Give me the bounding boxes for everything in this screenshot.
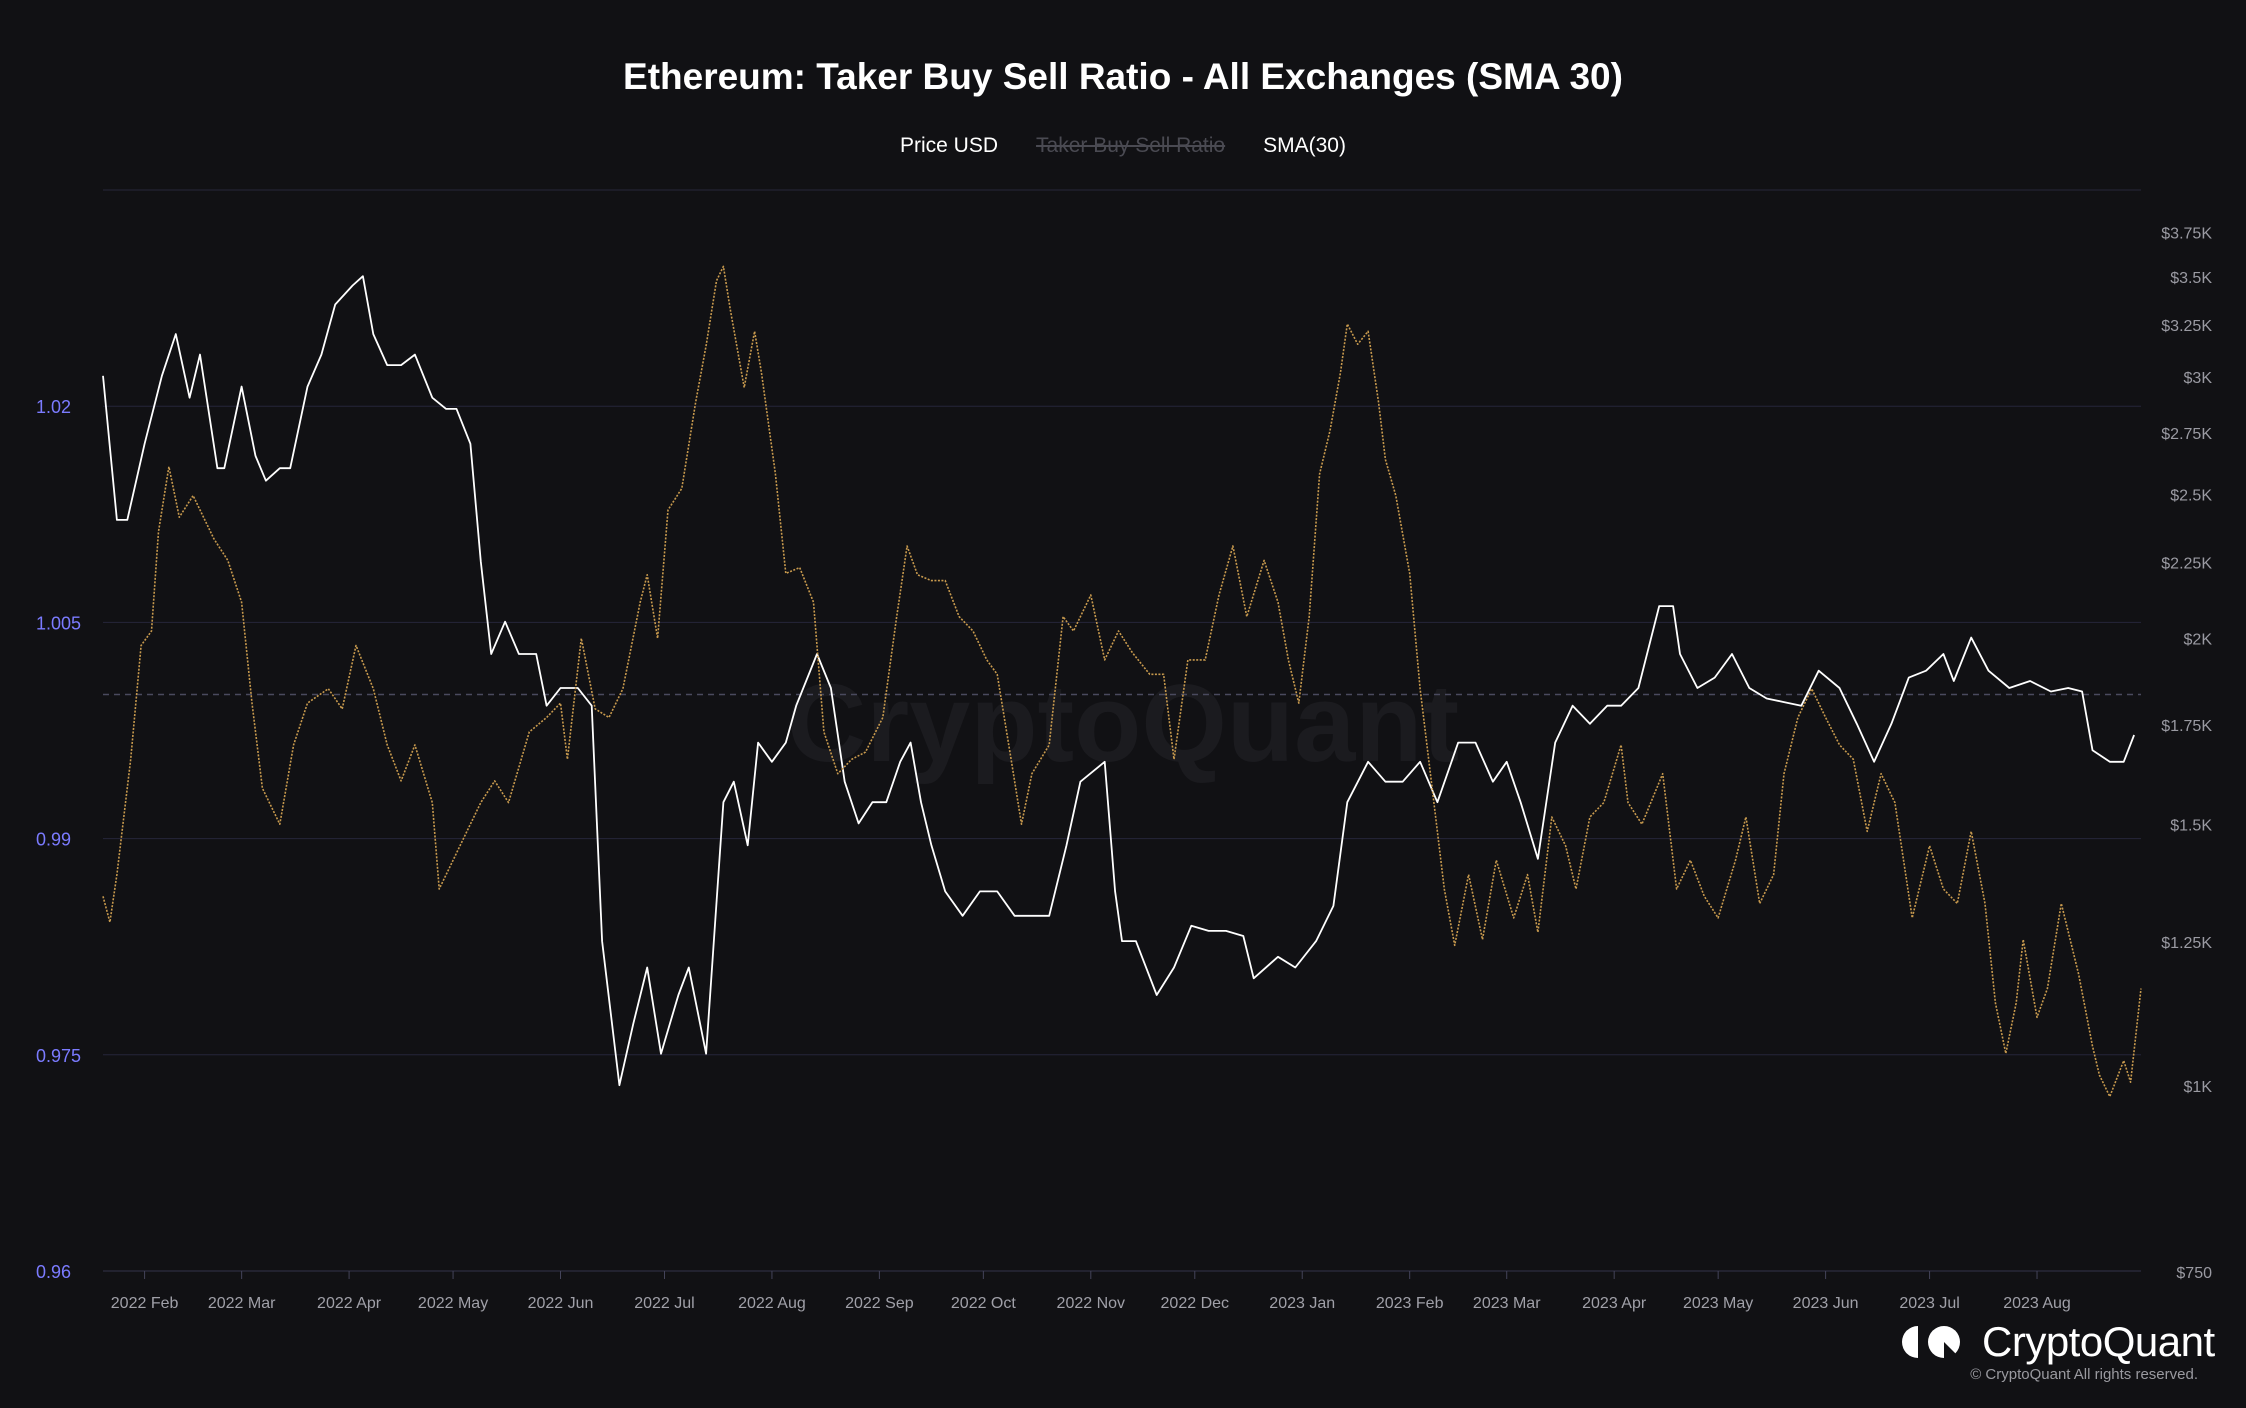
logo-text: CryptoQuant	[1982, 1318, 2215, 1365]
x-axis-tick-label: 2022 Dec	[1161, 1295, 1230, 1312]
x-axis-tick-label: 2022 Aug	[738, 1295, 806, 1312]
cryptoquant-logo: CryptoQuant	[1900, 1318, 2215, 1366]
x-axis-tick-label: 2023 Mar	[1473, 1295, 1541, 1312]
left-axis-tick-label: 1.005	[36, 613, 81, 633]
right-axis-tick-label: $3.75K	[2161, 226, 2212, 243]
x-axis-tick-label: 2022 Oct	[951, 1295, 1016, 1312]
cryptoquant-logo-icon	[1902, 1326, 1962, 1360]
right-axis-tick-label: $3.5K	[2170, 270, 2212, 287]
right-axis-tick-label: $2.75K	[2161, 426, 2212, 443]
left-axis-tick-label: 0.99	[36, 830, 71, 850]
x-axis-tick-label: 2023 Aug	[2003, 1295, 2071, 1312]
x-axis-tick-label: 2023 Apr	[1582, 1295, 1647, 1312]
right-axis-tick-label: $3K	[2184, 370, 2213, 387]
right-axis-tick-label: $750	[2176, 1265, 2212, 1282]
x-axis-tick-label: 2022 Apr	[317, 1295, 382, 1312]
chart-title: Ethereum: Taker Buy Sell Ratio - All Exc…	[623, 56, 1623, 97]
right-axis-tick-label: $1.75K	[2161, 718, 2212, 735]
x-axis-tick-label: 2022 Jul	[634, 1295, 695, 1312]
right-axis-tick-label: $3.25K	[2161, 318, 2212, 335]
left-axis-tick-label: 0.96	[36, 1262, 71, 1282]
x-axis-tick-label: 2022 Feb	[111, 1295, 179, 1312]
right-axis-tick-label: $1.25K	[2161, 935, 2212, 952]
x-axis-tick-label: 2022 May	[418, 1295, 488, 1312]
legend: Price USD Taker Buy Sell Ratio SMA(30)	[0, 134, 2246, 158]
right-axis-tick-label: $2.5K	[2170, 488, 2212, 505]
series-line-sma-30-	[102, 265, 2142, 1098]
right-axis-tick-label: $1K	[2184, 1079, 2213, 1096]
x-axis-tick-label: 2023 Jul	[1899, 1295, 1960, 1312]
right-axis-tick-label: $1.5K	[2170, 817, 2212, 834]
x-axis-tick-label: 2023 Feb	[1376, 1295, 1444, 1312]
x-axis-tick-label: 2022 Mar	[208, 1295, 276, 1312]
right-axis-tick-label: $2K	[2184, 632, 2213, 649]
legend-item-sma-30[interactable]: SMA(30)	[1263, 134, 1346, 157]
legend-item-price-usd[interactable]: Price USD	[900, 134, 999, 157]
series-line-price-usd	[102, 275, 2135, 1087]
copyright: © CryptoQuant All rights reserved.	[1970, 1366, 2198, 1383]
right-axis-tick-label: $2.25K	[2161, 556, 2212, 573]
left-axis-tick-label: 0.975	[36, 1046, 81, 1066]
x-axis-tick-label: 2022 Sep	[845, 1295, 914, 1312]
x-axis-tick-label: 2023 May	[1683, 1295, 1753, 1312]
legend-item-taker-buy-sell-ratio[interactable]: Taker Buy Sell Ratio	[1036, 134, 1226, 157]
x-axis-tick-label: 2023 Jun	[1793, 1295, 1859, 1312]
x-axis-tick-label: 2023 Jan	[1269, 1295, 1335, 1312]
x-axis-tick-label: 2022 Jun	[528, 1295, 594, 1312]
x-axis-tick-label: 2022 Nov	[1057, 1295, 1126, 1312]
left-axis-tick-label: 1.02	[36, 397, 71, 417]
